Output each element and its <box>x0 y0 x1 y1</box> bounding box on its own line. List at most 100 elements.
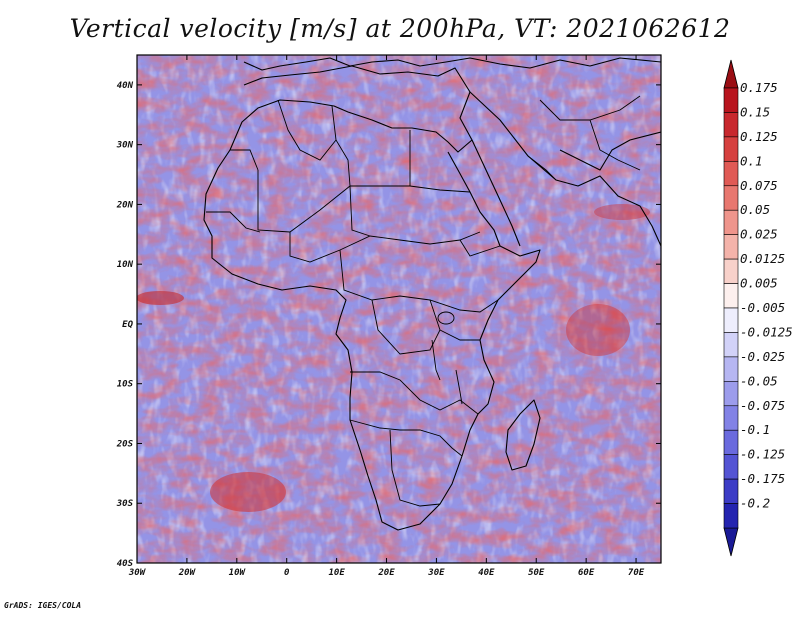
colorbar-segment <box>723 307 739 333</box>
colorbar-top-arrow <box>723 59 739 89</box>
lon-tick-label: 40E <box>478 568 495 578</box>
feature-indian-ocean <box>566 304 630 356</box>
border-line <box>459 239 501 257</box>
colorbar-segment <box>723 258 739 284</box>
lon-tick-label: 20E <box>377 568 395 578</box>
lon-tick-label: 0 <box>284 568 290 578</box>
colorbar-segment <box>723 112 739 138</box>
colorbar-segment <box>723 136 739 162</box>
colorbar: 0.175 0.15 0.125 0.1 0.075 0.05 0.025 0.0125 0.0… <box>723 59 793 557</box>
colorbar-label: 0.15 <box>740 104 770 119</box>
border-line <box>389 429 441 507</box>
colorbar-segment <box>723 503 739 529</box>
velocity-field <box>137 55 661 563</box>
colorbar-segment <box>723 429 739 455</box>
longitude-labels: 30W 20W 10W 0 10E 20E 30E 40E 50E 60E 70E <box>128 568 645 578</box>
colorbar-segment <box>723 209 739 235</box>
axis-ticks <box>136 55 661 564</box>
lat-tick-label: 30N <box>116 141 134 151</box>
colorbar-label: 0.175 <box>740 80 778 95</box>
feature-eq-atlantic <box>137 291 184 305</box>
colorbar-label: 0.005 <box>740 276 778 291</box>
lat-tick-label: 30S <box>116 499 134 509</box>
colorbar-segment <box>723 454 739 480</box>
europe-coast <box>243 57 661 71</box>
colorbar-label: -0.005 <box>740 300 785 315</box>
lake-malawi <box>455 369 463 405</box>
colorbar-segment <box>723 234 739 260</box>
lon-tick-label: 30E <box>427 568 445 578</box>
border-line <box>527 155 557 181</box>
colorbar-label: -0.1 <box>740 422 770 437</box>
colorbar-segment <box>723 185 739 211</box>
madagascar-coast <box>505 399 541 471</box>
border-line <box>257 130 411 233</box>
border-line <box>409 185 471 193</box>
lat-tick-label: 20N <box>116 200 134 210</box>
lat-tick-label: 40N <box>117 81 134 91</box>
lon-tick-label: 70E <box>628 568 645 578</box>
lat-tick-label: 10N <box>117 260 134 270</box>
red-sea <box>471 139 521 247</box>
colorbar-bottom-arrow <box>723 527 739 557</box>
colorbar-label: -0.025 <box>740 349 785 364</box>
lon-tick-label: 50E <box>528 568 545 578</box>
lon-tick-label: 10W <box>229 568 247 578</box>
colorbar-label: -0.05 <box>740 373 778 388</box>
lon-tick-label: 10E <box>328 568 345 578</box>
border-line <box>339 249 499 313</box>
lakes <box>431 311 463 405</box>
latitude-labels: 40S 30S 20S 10S EQ 10N 20N 30N 40N <box>116 81 134 569</box>
colorbar-segment <box>723 332 739 358</box>
map-title: Vertical velocity [m/s] at 200hPa, VT: 2… <box>69 14 731 43</box>
africa-coast <box>203 65 541 531</box>
border-line <box>230 149 259 171</box>
lat-tick-label: EQ <box>122 320 133 330</box>
lake-tanganyika <box>431 339 441 381</box>
border-line <box>349 185 371 237</box>
border-line <box>589 119 641 171</box>
border-line <box>331 105 351 187</box>
colorbar-label: -0.2 <box>740 496 770 511</box>
border-line <box>277 99 337 161</box>
border-line <box>349 419 463 457</box>
lat-tick-label: 20S <box>116 439 134 449</box>
colorbar-segment <box>723 87 739 113</box>
colorbar-segment <box>723 161 739 187</box>
colorbar-label: 0.05 <box>740 202 770 217</box>
border-line <box>206 211 261 233</box>
border-line <box>439 329 480 341</box>
colorbar-label: -0.075 <box>740 398 785 413</box>
colorbar-label: 0.025 <box>740 227 778 242</box>
arabia-coast <box>469 91 661 247</box>
colorbar-label: 0.075 <box>740 178 778 193</box>
colorbar-segment <box>723 283 739 309</box>
lon-tick-label: 20W <box>178 568 197 578</box>
lon-tick-label: 30W <box>128 568 147 578</box>
colorbar-segment <box>723 405 739 431</box>
lon-tick-label: 60E <box>578 568 595 578</box>
colorbar-segment <box>723 381 739 407</box>
colorbar-label: 0.0125 <box>740 251 785 266</box>
colorbar-label: -0.125 <box>740 447 785 462</box>
lat-tick-label: 40S <box>117 559 134 569</box>
country-borders <box>206 95 641 507</box>
colorbar-label: 0.125 <box>740 129 778 144</box>
plot-frame <box>136 54 662 564</box>
colorbar-label: 0.1 <box>740 153 763 168</box>
lat-tick-label: 10S <box>117 380 134 390</box>
lake-victoria <box>437 311 455 325</box>
border-line <box>350 371 479 415</box>
border-line <box>539 95 641 121</box>
colorbar-segment <box>723 356 739 382</box>
colorbar-label: -0.0125 <box>740 324 793 339</box>
credit-text: GrADS: IGES/COLA <box>4 601 82 610</box>
coastlines <box>203 57 661 531</box>
colorbar-label: -0.175 <box>740 471 785 486</box>
persian-gulf <box>559 131 661 171</box>
feature-south-atlantic <box>210 472 286 512</box>
border-line <box>371 299 441 355</box>
feature-arabian-sea <box>594 204 650 220</box>
colorbar-segment <box>723 478 739 504</box>
